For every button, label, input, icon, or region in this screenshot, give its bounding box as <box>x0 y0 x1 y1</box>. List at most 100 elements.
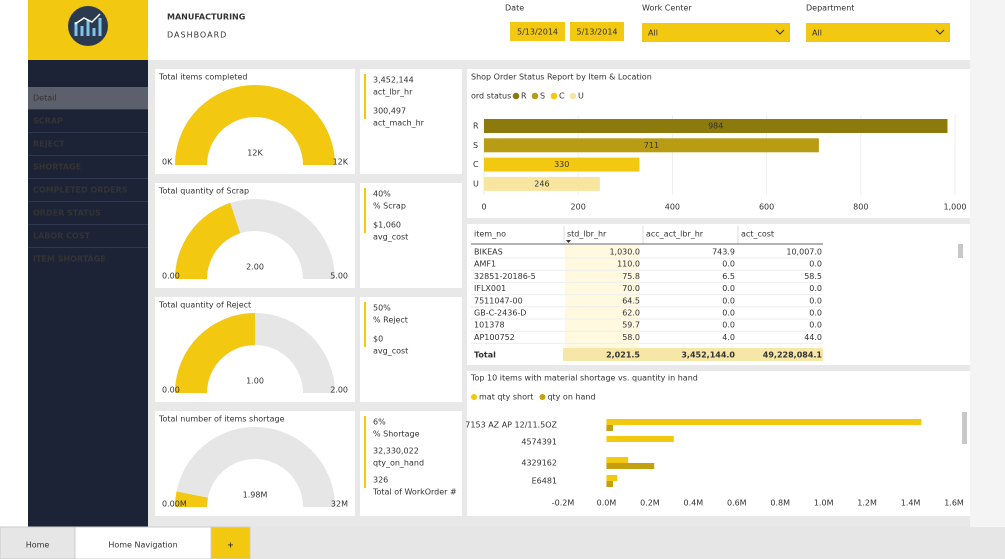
bar <box>606 425 613 431</box>
gauge-fill <box>175 85 335 165</box>
legend-dot <box>539 394 546 400</box>
x-tick-label: 200 <box>571 203 586 212</box>
x-tick-label: 0.0M <box>597 499 617 508</box>
nav-item: ORDER STATUS <box>33 209 101 218</box>
bar <box>606 419 922 425</box>
bar <box>606 481 613 487</box>
cell: 743.9 <box>712 248 735 257</box>
column-header: item_no <box>474 230 506 239</box>
gauge-max: 32M <box>331 500 348 509</box>
title: MANUFACTURING <box>167 13 245 22</box>
total-cell: Total <box>474 351 496 360</box>
cell: 1,030.0 <box>609 248 640 257</box>
gauge-value: 1.98M <box>243 491 268 500</box>
x-tick-label: 1,000 <box>944 203 967 212</box>
x-tick-label: 1.2M <box>857 499 877 508</box>
kpi-card <box>360 411 462 516</box>
cell: 58.5 <box>804 272 822 281</box>
legend-label: R <box>521 92 527 101</box>
tab[interactable] <box>0 526 76 559</box>
bar <box>606 436 674 442</box>
cell: 44.0 <box>804 333 822 342</box>
gauge-fill <box>175 313 255 393</box>
x-tick-label: 0.6M <box>727 499 747 508</box>
kpi-label: act_mach_hr <box>373 119 425 128</box>
cell: 0.0 <box>809 321 822 330</box>
chart-title: Shop Order Status Report by Item & Locat… <box>471 73 652 82</box>
right-gutter <box>970 0 1005 527</box>
legend-label: C <box>559 92 565 101</box>
total-cell: 3,452,144.0 <box>681 351 735 360</box>
tab-label: Home Navigation <box>108 541 177 550</box>
sort-arrow <box>566 240 571 243</box>
cell: 0.0 <box>722 284 735 293</box>
gauge-min: 0K <box>162 158 173 167</box>
cell: 0.0 <box>809 296 822 305</box>
nav-item: COMPLETED ORDERS <box>33 186 128 195</box>
cell: 0.0 <box>722 309 735 318</box>
x-tick-label: 0.8M <box>770 499 790 508</box>
kpi-label: % Shortage <box>373 430 420 439</box>
nav-active <box>28 87 148 109</box>
dropdown[interactable] <box>806 23 950 42</box>
gauge-min: 0.00 <box>162 272 180 281</box>
legend-dot <box>550 92 558 100</box>
subtitle: DASHBOARD <box>167 31 227 40</box>
gauge-max: 12K <box>333 158 349 167</box>
column-header: std_lbr_hr <box>567 230 607 239</box>
cell: 110.0 <box>617 260 640 269</box>
x-tick-label: 600 <box>759 203 774 212</box>
cell: 32851-20186-5 <box>474 272 536 281</box>
x-tick-label: 800 <box>853 203 868 212</box>
filter-label: Date <box>505 4 524 13</box>
bar <box>484 119 948 133</box>
tab[interactable] <box>210 526 251 559</box>
bar <box>606 475 618 481</box>
scrollbar <box>958 244 963 258</box>
chart-title: Top 10 items with material shortage vs. … <box>470 374 698 383</box>
column-header: acc_act_lbr_hr <box>646 230 704 239</box>
total-bg <box>563 348 823 361</box>
kpi-label: qty_on_hand <box>373 459 424 468</box>
gauge-max: 2.00 <box>330 386 348 395</box>
cell: AP100752 <box>474 333 515 342</box>
dropdown-value: All <box>648 29 658 38</box>
dropdown[interactable] <box>642 23 790 42</box>
legend-title: ord status <box>471 92 511 101</box>
tab[interactable] <box>74 526 212 559</box>
scrollbar <box>962 412 967 444</box>
date-to[interactable] <box>570 22 624 41</box>
cell: 10,007.0 <box>786 248 822 257</box>
cell: BIKEAS <box>474 248 503 257</box>
cell: 0.0 <box>809 284 822 293</box>
y-tick-label: 4574391 <box>521 438 557 447</box>
x-tick-label: 0.4M <box>684 499 704 508</box>
y-tick-label: C <box>473 160 479 169</box>
x-tick-label: 0.2M <box>640 499 660 508</box>
kpi-label: avg_cost <box>373 233 408 242</box>
kpi-value: 40% <box>373 190 391 199</box>
date-from-text: 5/13/2014 <box>517 28 558 37</box>
bar <box>484 176 600 191</box>
kpi-value: $0 <box>373 335 383 344</box>
kpi-label: % Scrap <box>373 202 406 211</box>
cell: 70.0 <box>622 284 640 293</box>
kpi-label: avg_cost <box>373 347 408 356</box>
date-from[interactable] <box>510 22 565 41</box>
bar <box>606 463 655 469</box>
cell: 0.0 <box>809 260 822 269</box>
gauge-title: Total quantity of Reject <box>158 301 251 310</box>
tab-label: + <box>227 541 234 550</box>
gauge-value: 2.00 <box>246 263 264 272</box>
y-tick-label: E6481 <box>532 477 557 486</box>
y-tick-label: S <box>473 141 478 150</box>
value-label: 246 <box>534 179 549 188</box>
gauge-title: Total quantity of Scrap <box>158 187 249 196</box>
gauge-max: 5.00 <box>330 272 348 281</box>
column-header: act_cost <box>741 230 774 239</box>
cell: 75.8 <box>622 272 640 281</box>
legend-label: S <box>540 92 545 101</box>
legend-dot <box>531 92 539 100</box>
cell: 7511047-00 <box>474 296 523 305</box>
kpi-card <box>360 183 462 288</box>
